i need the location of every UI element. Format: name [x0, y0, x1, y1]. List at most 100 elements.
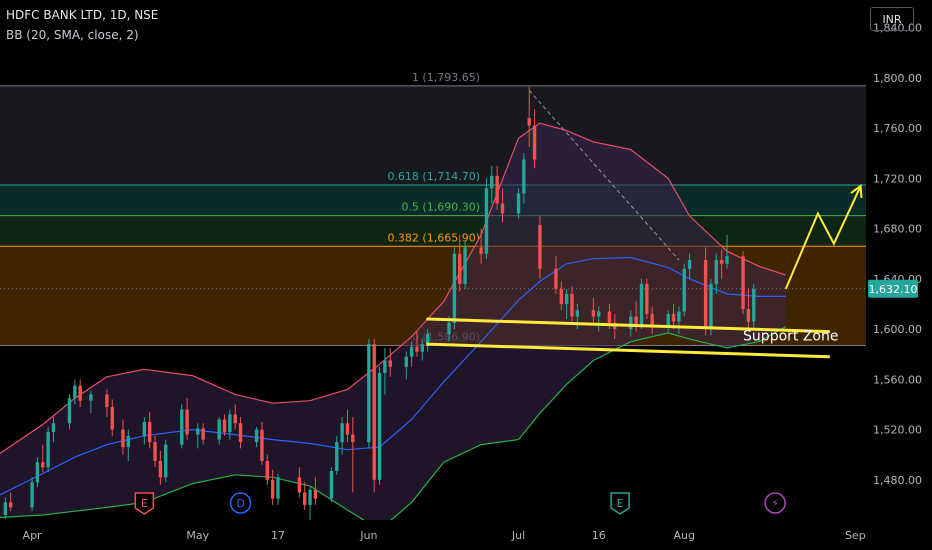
candle-body-91 [741, 256, 745, 309]
x-tick-label-2: 17 [271, 529, 285, 542]
candle-body-28 [238, 423, 243, 443]
candle-body-88 [714, 260, 719, 284]
candle-body-40 [340, 423, 344, 443]
candle-body-83 [677, 311, 681, 322]
candle-body-74 [607, 311, 612, 323]
candle-body-51 [420, 344, 425, 352]
y-tick-label-7: 1,560.00 [873, 373, 922, 386]
event-marker-shape-3 [764, 492, 786, 514]
fib-zone-0 [0, 85, 866, 186]
event-marker-shape-1 [229, 492, 252, 514]
x-tick-label-5: 16 [592, 529, 606, 542]
candle-body-69 [564, 293, 569, 304]
candle-body-53 [447, 322, 451, 335]
candle-body-58 [484, 188, 489, 254]
candle-body-80 [650, 314, 654, 327]
fib-level-label-0: 1 (1,793.65) [412, 71, 480, 84]
event-marker-earnings-0: E [134, 492, 155, 515]
candle-body-55 [458, 253, 462, 284]
y-tick-label-0: 1,840.00 [873, 22, 922, 35]
candle-body-3 [35, 462, 40, 483]
candle-body-71 [575, 310, 580, 317]
candle-body-59 [490, 175, 494, 189]
projection-arrowhead [850, 184, 863, 198]
candle-body-26 [228, 414, 232, 433]
candle-body-8 [73, 385, 77, 399]
event-marker-shape-2 [610, 492, 630, 515]
candle-body-76 [629, 316, 633, 330]
support-line-lower [426, 342, 831, 359]
candle-body-57 [479, 247, 483, 254]
candle-body-12 [110, 406, 114, 430]
candle-body-49 [409, 346, 414, 357]
candle-body-23 [201, 428, 205, 440]
fib-level-label-3: 0.382 (1,665.90) [387, 231, 480, 244]
candle-body-77 [634, 316, 638, 326]
candle-body-15 [142, 422, 147, 436]
x-tick-label-6: Aug [674, 529, 695, 542]
candle-body-90 [725, 256, 729, 264]
y-tick-label-8: 1,520.00 [873, 424, 922, 437]
candle-body-87 [709, 283, 713, 330]
candle-body-68 [559, 288, 563, 304]
event-marker-shape-0 [134, 492, 155, 515]
candle-body-85 [687, 260, 692, 269]
y-tick-label-6: 1,600.00 [873, 323, 922, 336]
candle-body-33 [276, 477, 280, 499]
annotation-text-0: Support Zone [743, 328, 838, 344]
candle-body-17 [153, 442, 157, 461]
candle-body-39 [335, 442, 339, 472]
fib-zone-1 [0, 185, 866, 216]
event-marker-label-1: D [236, 497, 244, 510]
symbol-title: HDFC BANK LTD, 1D, NSE [6, 8, 159, 22]
fib-level-label-2: 0.5 (1,690.30) [401, 201, 480, 214]
y-tick-label-3: 1,720.00 [873, 172, 922, 185]
candle-body-89 [719, 260, 724, 264]
candle-body-64 [527, 118, 531, 126]
x-tick-label-7: Sep [845, 529, 866, 542]
candle-body-18 [158, 460, 163, 478]
bb-band-fill [0, 123, 786, 520]
current-price-label: 1,632.10 [869, 283, 918, 296]
candle-body-20 [180, 409, 184, 445]
y-tick-label-9: 1,480.00 [873, 474, 922, 487]
currency-button[interactable]: INR [870, 7, 914, 31]
y-tick-label-4: 1,680.00 [873, 223, 922, 236]
bb-basis-line [0, 256, 786, 496]
candle-body-45 [377, 373, 382, 480]
candle-body-61 [500, 203, 505, 214]
candle-body-92 [746, 308, 751, 322]
fib-level-label-1: 0.618 (1,714.70) [387, 170, 480, 183]
candle-body-5 [46, 432, 50, 468]
candle-body-25 [222, 419, 227, 433]
fib-zone-2 [0, 215, 866, 247]
candle-body-6 [51, 423, 56, 433]
y-tick-label-2: 1,760.00 [873, 122, 922, 135]
candle-body-60 [495, 175, 499, 204]
event-marker-label-2: E [617, 497, 624, 510]
candle-body-81 [666, 314, 670, 327]
candle-body-1 [8, 502, 13, 508]
candle-body-37 [313, 489, 318, 499]
candle-body-11 [105, 394, 109, 407]
projection-path [784, 185, 862, 290]
y-tick-label-1: 1,800.00 [873, 72, 922, 85]
candle-body-34 [297, 477, 302, 493]
candle-body-82 [671, 314, 676, 322]
x-tick-label-4: Jul [511, 529, 525, 542]
x-tick-label-0: Apr [23, 529, 43, 542]
candle-body-52 [425, 334, 430, 345]
candle-body-41 [345, 423, 350, 435]
candle-body-63 [522, 159, 526, 194]
x-tick-label-3: Jun [359, 529, 377, 542]
candle-body-70 [570, 293, 574, 317]
current-price-tag [868, 279, 918, 298]
candle-body-2 [30, 482, 34, 508]
event-marker-label-3: ⚡ [771, 497, 779, 510]
event-marker-split-3: ⚡ [764, 492, 786, 514]
candle-body-73 [597, 311, 601, 317]
candle-body-86 [703, 260, 708, 330]
candle-body-32 [270, 479, 275, 499]
